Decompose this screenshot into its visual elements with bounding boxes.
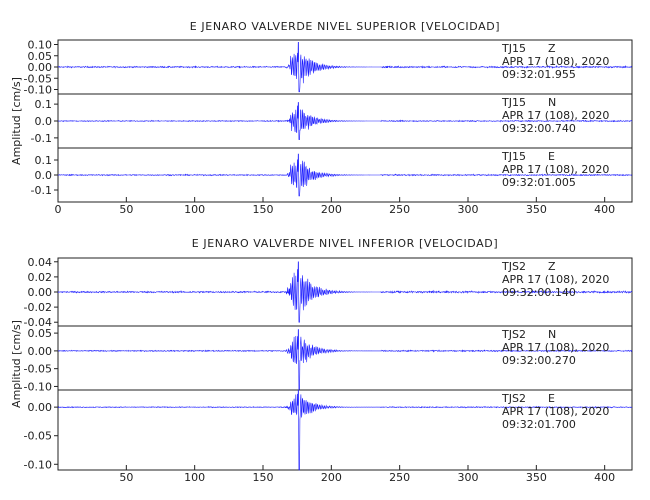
station-label: TJ15 [501,42,526,55]
time-label: 09:32:00.270 [502,354,576,367]
station-label: TJS2 [501,328,526,341]
panel-frame [57,389,633,471]
y-tick-label: 0.0 [35,169,53,182]
chart-group-2: E JENARO VALVERDE NIVEL INFERIOR [VELOCI… [10,237,633,484]
time-label: 09:32:00.740 [502,122,576,135]
y-tick-label: 0.05 [28,50,53,63]
date-label: APR 17 (108), 2020 [502,273,609,286]
station-label: TJS2 [501,392,526,405]
y-tick-label: 0.04 [28,256,53,269]
y-tick-label: 0.1 [35,154,53,167]
component-label: E [548,392,555,405]
x-tick-label: 150 [253,203,274,216]
y-tick-label: -0.04 [24,316,52,329]
date-label: APR 17 (108), 2020 [502,55,609,68]
time-label: 09:32:01.005 [502,176,576,189]
y-tick-label: 0.00 [28,286,53,299]
y-tick-label: 0.00 [28,61,53,74]
y-tick-label: -0.10 [24,84,52,97]
y-tick-label: -0.10 [24,458,52,471]
y-tick-label: 0.1 [35,98,53,111]
y-tick-label: 0.02 [28,271,53,284]
station-label: TJS2 [501,260,526,273]
x-tick-label: 150 [253,471,274,484]
time-label: 09:32:01.955 [502,68,576,81]
y-tick-label: -0.1 [31,184,52,197]
y-tick-label: 0.05 [28,327,53,340]
y-tick-label: -0.05 [24,363,52,376]
x-tick-label: 300 [458,203,479,216]
waveform-trace [57,102,633,140]
x-tick-label: 100 [184,471,205,484]
x-tick-label: 250 [389,471,410,484]
date-label: APR 17 (108), 2020 [502,341,609,354]
x-tick-label: 200 [321,203,342,216]
time-label: 09:32:01.700 [502,418,576,431]
component-label: E [548,150,555,163]
date-label: APR 17 (108), 2020 [502,405,609,418]
y-tick-label: -0.10 [24,380,52,393]
y-tick-label: 0.00 [28,345,53,358]
y-tick-label: -0.1 [31,132,52,145]
chart-title: E JENARO VALVERDE NIVEL INFERIOR [VELOCI… [192,237,499,250]
x-tick-label: 300 [458,471,479,484]
waveform-trace [57,42,633,93]
x-tick-label: 400 [594,471,615,484]
waveform-trace [57,261,633,323]
x-tick-label: 100 [184,203,205,216]
chart-title: E JENARO VALVERDE NIVEL SUPERIOR [VELOCI… [190,20,500,33]
x-tick-label: 350 [526,203,547,216]
y-axis-label: Amplitud [cm/s] [10,320,23,408]
x-tick-label: 250 [389,203,410,216]
x-tick-label: 50 [119,471,133,484]
component-label: N [548,96,556,109]
time-label: 09:32:00.140 [502,286,576,299]
date-label: APR 17 (108), 2020 [502,163,609,176]
y-axis-label: Amplitud [cm/s] [10,77,23,165]
date-label: APR 17 (108), 2020 [502,109,609,122]
component-label: N [548,328,556,341]
component-label: Z [548,42,556,55]
station-label: TJ15 [501,150,526,163]
waveform-trace [57,329,633,391]
y-tick-label: 0.00 [28,401,53,414]
y-tick-label: -0.05 [24,430,52,443]
chart-group-1: E JENARO VALVERDE NIVEL SUPERIOR [VELOCI… [10,20,633,216]
waveform-trace [57,153,633,197]
station-label: TJ15 [501,96,526,109]
x-tick-label: 200 [321,471,342,484]
x-tick-label: 400 [594,203,615,216]
y-tick-label: -0.02 [24,301,52,314]
x-tick-label: 50 [119,203,133,216]
waveform-trace [57,389,633,471]
y-tick-label: -0.05 [24,72,52,85]
x-tick-label: 0 [55,203,62,216]
y-tick-label: 0.0 [35,115,53,128]
component-label: Z [548,260,556,273]
x-tick-label: 350 [526,471,547,484]
y-tick-label: 0.10 [28,39,53,52]
